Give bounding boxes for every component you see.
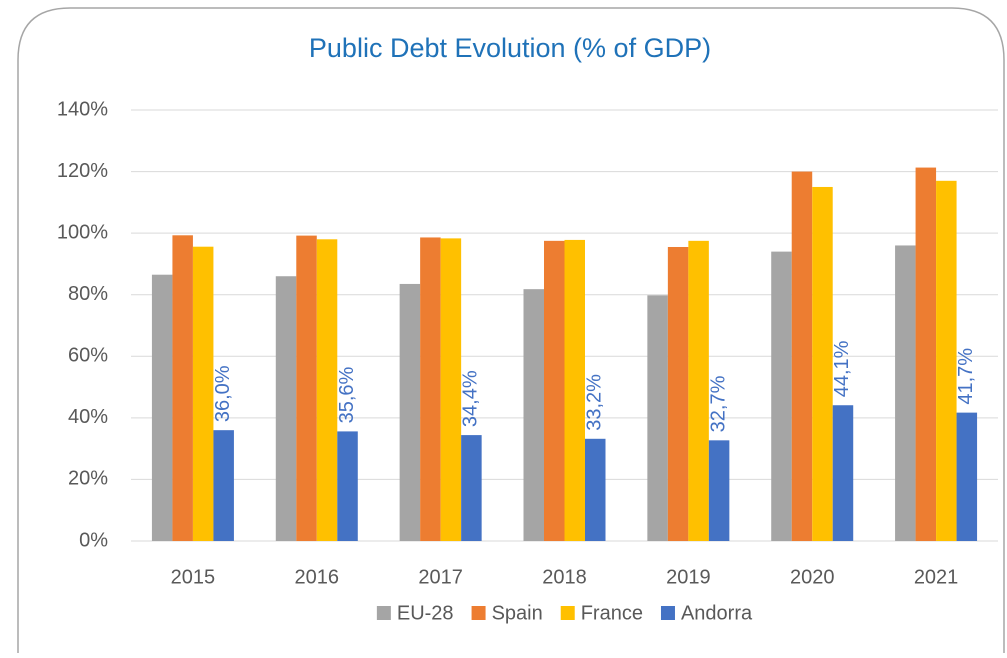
- chart-frame: [17, 7, 1005, 653]
- bar: [915, 167, 937, 542]
- y-tick-label: 20%: [68, 468, 108, 490]
- data-label: 34,4%: [460, 370, 482, 427]
- bar: [192, 246, 214, 541]
- bar: [399, 283, 421, 541]
- bar: [151, 274, 173, 541]
- y-tick-label: 120%: [57, 160, 108, 182]
- bar: [316, 239, 338, 542]
- bar: [812, 186, 833, 541]
- y-tick-label: 100%: [57, 221, 108, 243]
- x-tick-label: 2016: [295, 566, 340, 588]
- data-label: 41,7%: [955, 348, 977, 405]
- data-label: 35,6%: [336, 366, 358, 423]
- legend-swatch: [376, 606, 391, 620]
- bar: [956, 412, 978, 541]
- x-tick-label: 2021: [914, 566, 959, 588]
- bar: [564, 239, 585, 541]
- bar: [461, 435, 482, 541]
- y-tick-label: 40%: [68, 406, 108, 428]
- bar: [585, 438, 606, 541]
- bar: [440, 238, 462, 541]
- bar: [172, 235, 193, 541]
- legend-swatch: [660, 606, 675, 620]
- x-tick-label: 2017: [418, 566, 463, 588]
- y-tick-label: 140%: [57, 98, 108, 120]
- legend-swatch: [471, 606, 486, 620]
- legend-label: Andorra: [681, 602, 753, 624]
- bar: [688, 240, 709, 541]
- x-tick-label: 2019: [666, 566, 711, 588]
- x-tick-label: 2018: [542, 566, 587, 588]
- bar: [544, 240, 565, 541]
- bar: [895, 245, 916, 541]
- y-tick-label: 80%: [68, 283, 108, 305]
- data-label: 33,2%: [584, 374, 606, 431]
- data-label: 44,1%: [831, 340, 853, 397]
- bar: [832, 405, 854, 541]
- bar: [275, 276, 297, 541]
- data-label: 36,0%: [212, 365, 234, 422]
- bar: [337, 431, 358, 541]
- bar: [936, 180, 957, 542]
- y-tick-label: 60%: [68, 345, 108, 367]
- bar: [213, 430, 234, 541]
- bar: [420, 237, 441, 541]
- x-tick-label: 2020: [790, 566, 835, 588]
- legend-label: Spain: [492, 602, 543, 624]
- bar: [523, 289, 544, 541]
- y-tick-label: 0%: [79, 529, 108, 551]
- legend-label: EU-28: [397, 602, 454, 624]
- bar: [708, 440, 730, 541]
- legend-label: France: [581, 602, 643, 624]
- bar: [667, 246, 689, 541]
- bar: [647, 295, 668, 541]
- data-label: 32,7%: [707, 375, 729, 432]
- bar: [791, 171, 813, 542]
- legend-swatch: [560, 606, 575, 620]
- chart-title: Public Debt Evolution (% of GDP): [309, 33, 711, 63]
- x-tick-label: 2015: [171, 566, 216, 588]
- bar: [296, 235, 317, 541]
- bar: [771, 251, 792, 541]
